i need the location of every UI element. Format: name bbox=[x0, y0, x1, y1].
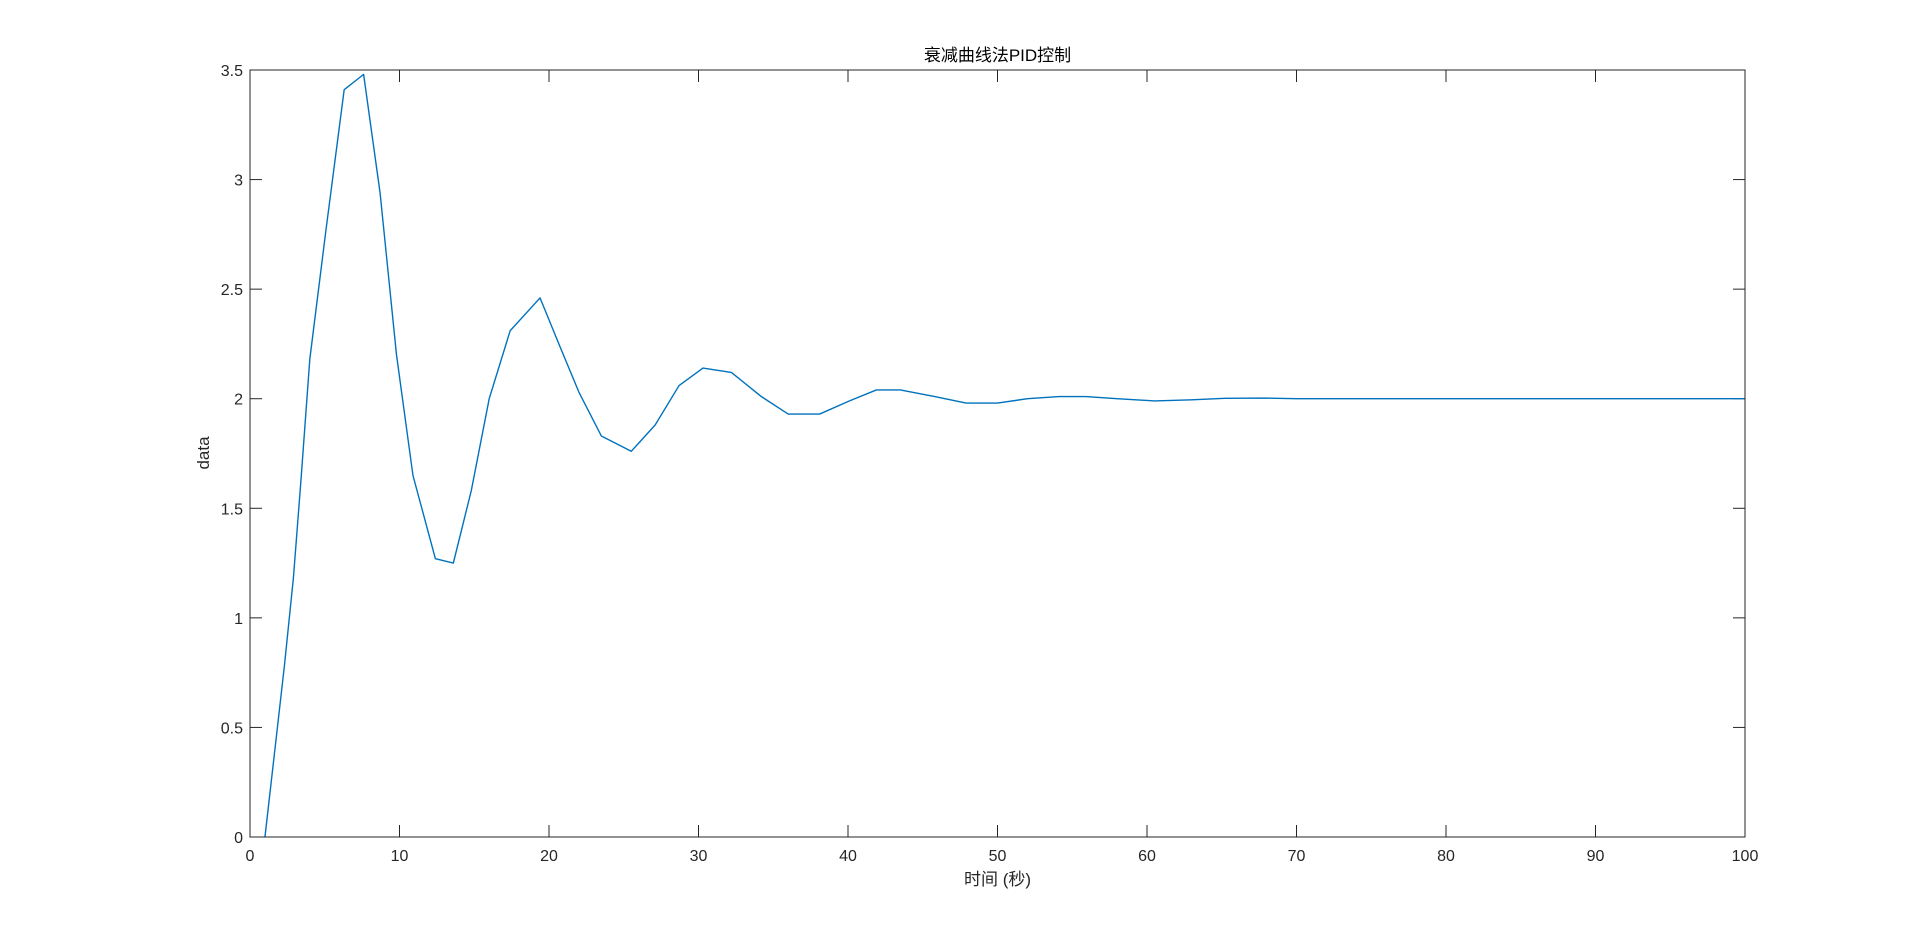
x-tick-label: 30 bbox=[690, 848, 708, 865]
x-tick-label: 50 bbox=[989, 848, 1007, 865]
chart-title: 衰减曲线法PID控制 bbox=[924, 46, 1071, 65]
data-line bbox=[264, 73, 1745, 838]
y-axis-label: data bbox=[194, 436, 213, 470]
x-tick-label: 60 bbox=[1138, 848, 1156, 865]
tick-labels: 0 10 20 30 40 50 60 70 80 90 100 0 0.5 1 1.5 2 2.5 3 3.5 bbox=[221, 63, 1759, 865]
y-tick-label: 1.5 bbox=[221, 501, 243, 518]
x-tick-label: 0 bbox=[246, 848, 255, 865]
x-tick-label: 70 bbox=[1288, 848, 1306, 865]
x-tick-label: 10 bbox=[391, 848, 409, 865]
y-tick-label: 2 bbox=[234, 392, 243, 409]
plot-frame bbox=[249, 69, 1746, 838]
x-tick-label: 40 bbox=[839, 848, 857, 865]
y-tick-label: 0 bbox=[234, 830, 243, 847]
y-tick-label: 0.5 bbox=[221, 720, 243, 737]
y-tick-label: 2.5 bbox=[221, 282, 243, 299]
x-axis-label: 时间 (秒) bbox=[964, 870, 1031, 889]
x-tick-label: 100 bbox=[1732, 848, 1759, 865]
x-tick-label: 80 bbox=[1437, 848, 1455, 865]
x-tick-label: 20 bbox=[540, 848, 558, 865]
plot-area bbox=[250, 70, 1745, 837]
y-tick-label: 3.5 bbox=[221, 63, 243, 80]
y-tick-label: 3 bbox=[234, 173, 243, 190]
x-tick-label: 90 bbox=[1587, 848, 1605, 865]
y-tick-label: 1 bbox=[234, 611, 243, 628]
